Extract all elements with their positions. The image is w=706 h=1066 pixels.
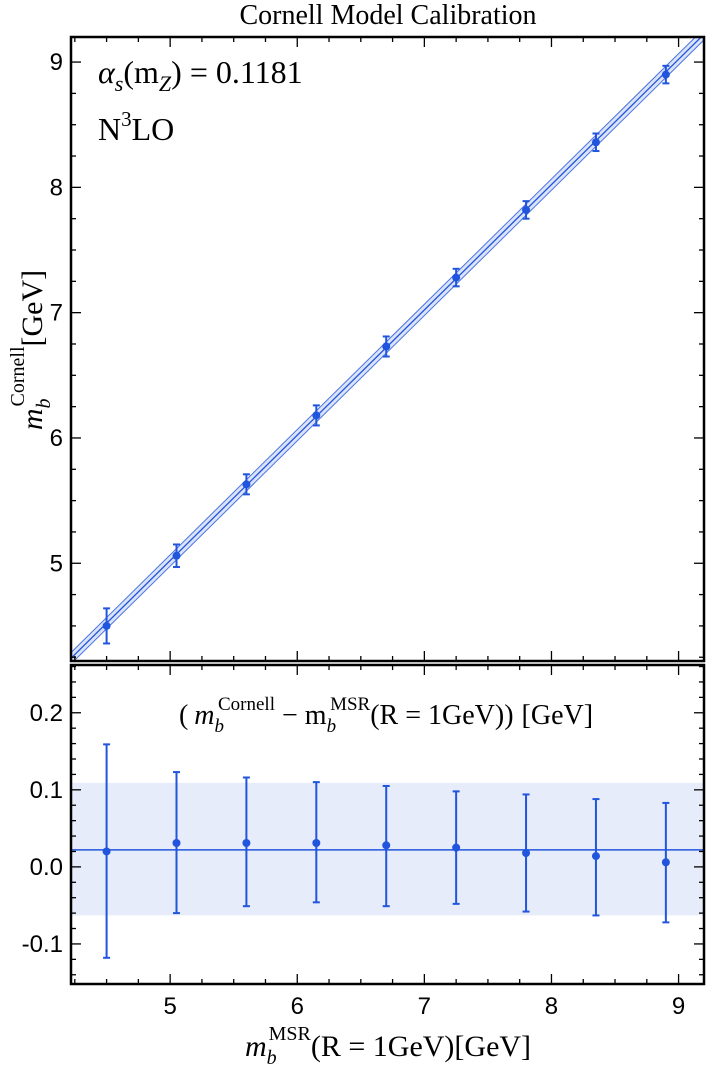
bottom-y-tick-label: 0.0 [30,854,63,881]
top-data-point [172,551,181,560]
bottom-data-point [452,843,461,852]
bottom-x-tick-labels: 5 6 7 8 9 [163,993,685,1020]
chart-title: Cornell Model Calibration [239,0,536,31]
top-data-points [102,64,670,645]
alpha-annotation: αs(mZ) = 0.1181 [98,54,303,96]
bottom-y-tick-labels: 0.2 0.1 0.0 -0.1 [22,700,63,958]
top-panel-frame [69,35,706,663]
top-y-tick-label: 7 [50,300,63,327]
top-y-tick-labels: 5 6 7 8 9 [50,49,63,577]
bottom-data-point [591,852,600,861]
x-tick-label: 7 [418,993,431,1020]
top-y-tick-label: 8 [50,174,63,201]
x-tick-label: 8 [545,993,558,1020]
bottom-data-point [172,838,181,847]
x-tick-label: 5 [163,993,176,1020]
top-data-point [102,621,111,630]
top-y-tick-label: 6 [50,425,63,452]
top-data-point [661,70,670,79]
x-axis-label: mbMSR(R = 1GeV)[GeV] [245,1023,531,1066]
order-annotation: N3LO [98,107,174,147]
bottom-data-point [312,838,321,847]
top-y-tick-label: 5 [50,550,63,577]
bottom-data-point [382,841,391,850]
difference-label: (mbCornell − mbMSR(R = 1GeV)) [GeV] [179,694,593,737]
bottom-y-tick-label: 0.2 [30,700,63,727]
top-data-point [522,205,531,214]
top-y-tick-label: 9 [50,49,63,76]
bottom-band-area [71,782,704,916]
bottom-data-point [522,849,531,858]
top-data-point [242,480,251,489]
bottom-y-tick-label: 0.1 [30,777,63,804]
top-data-point [312,411,321,420]
top-y-axis-label: mbCornell[GeV] [7,270,55,430]
bottom-y-tick-label: -0.1 [22,931,63,958]
bottom-data-point [661,858,670,867]
top-data-point [452,273,461,282]
bottom-data-point [242,838,251,847]
x-tick-label: 6 [291,993,304,1020]
bottom-panel-frame [69,663,706,986]
x-tick-label: 9 [672,993,685,1020]
bottom-data-points [102,743,670,959]
top-data-point [591,138,600,147]
bottom-data-point [102,847,111,856]
top-data-point [382,342,391,351]
bottom-band [71,782,704,916]
